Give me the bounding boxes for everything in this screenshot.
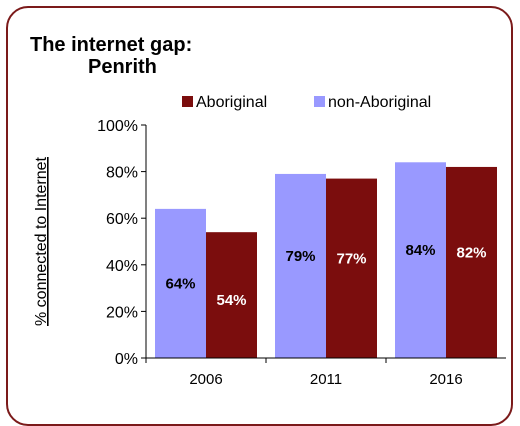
chart-subtitle: Penrith	[88, 56, 157, 78]
bar-aboriginal-2016	[446, 166, 497, 358]
y-tick-label: 0%	[115, 351, 138, 368]
data-label: 54%	[216, 292, 246, 309]
y-tick-label: 40%	[106, 258, 138, 275]
bars: 64% 54% 79% 77% 84% 82%	[155, 162, 497, 358]
y-tick-label: 80%	[106, 165, 138, 182]
bar-non-aboriginal-2006	[155, 208, 206, 358]
data-label: 64%	[165, 275, 195, 292]
x-tick-label: 2006	[189, 371, 222, 388]
data-label: 82%	[456, 244, 486, 261]
y-tick-label: 100%	[97, 118, 138, 135]
legend-swatch	[182, 96, 193, 107]
y-tick-label: 60%	[106, 211, 138, 228]
data-label: 84%	[405, 242, 435, 259]
y-axis: 0% 20% 40% 60% 80% 100% % connected to Interne…	[33, 118, 147, 368]
legend-label: Aboriginal	[196, 94, 267, 111]
legend-label: non-Aboriginal	[328, 94, 431, 111]
y-axis-label: % connected to Internet	[33, 156, 50, 326]
bar-non-aboriginal-2016	[395, 162, 446, 358]
bar-aboriginal-2006	[206, 232, 257, 358]
bar-non-aboriginal-2011	[275, 173, 326, 358]
data-label: 79%	[285, 248, 315, 265]
bar-aboriginal-2011	[326, 178, 377, 358]
data-label: 77%	[336, 250, 366, 267]
chart-title-line1: The internet gap:	[30, 34, 193, 56]
chart-title: The internet gap: Penrith	[30, 34, 192, 78]
bar-chart: Aboriginal non-Aboriginal 0% 20% 40% 60% 80% 1…	[33, 94, 506, 388]
y-tick-label: 20%	[106, 304, 138, 321]
x-tick-label: 2016	[429, 371, 462, 388]
x-tick-label: 2011	[310, 371, 342, 388]
legend: Aboriginal non-Aboriginal	[182, 94, 431, 111]
x-axis: 2006 2011 2016	[145, 357, 506, 388]
legend-swatch	[314, 96, 325, 107]
